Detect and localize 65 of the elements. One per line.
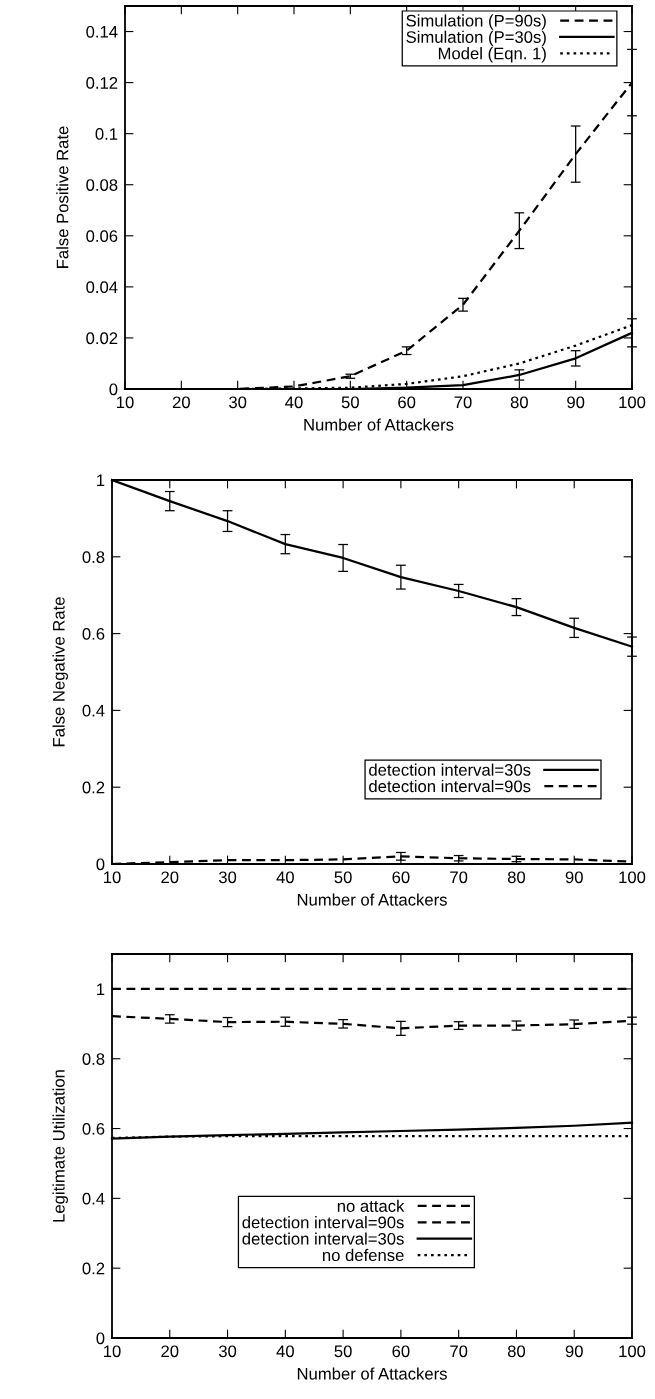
x-tick-label: 100	[619, 1345, 646, 1358]
y-axis-title: Legitimate Utilization	[52, 1070, 68, 1222]
x-axis-title: Number of Attackers	[297, 1367, 447, 1380]
x-tick-label: 40	[276, 1345, 294, 1358]
legend-label: Simulation (P=30s)	[406, 30, 546, 47]
x-tick-label: 60	[392, 1345, 410, 1358]
y-tick-label: 0.04	[86, 281, 118, 294]
y-axis-title: False Positive Rate	[56, 126, 69, 268]
y-tick-label: 0.2	[82, 1262, 105, 1275]
x-tick-label: 100	[619, 871, 646, 884]
x-tick-label: 10	[117, 396, 134, 409]
y-tick-label: 0.8	[82, 1053, 105, 1065]
x-tick-label: 80	[507, 1345, 526, 1358]
y-tick-label: 0.02	[86, 332, 118, 345]
x-tick-label: 30	[218, 1345, 237, 1358]
x-tick-label: 60	[398, 396, 416, 409]
x-tick-label: 30	[229, 396, 247, 409]
x-tick-label: 80	[507, 871, 526, 884]
y-tick-label: 1	[97, 983, 105, 995]
y-tick-label: 0.6	[82, 1122, 105, 1135]
y-tick-label: 1	[97, 474, 105, 487]
y-tick-label: 0.2	[82, 781, 105, 794]
x-tick-label: 70	[450, 871, 468, 884]
x-tick-label: 60	[392, 871, 410, 884]
x-tick-label: 40	[276, 871, 294, 884]
x-tick-label: 80	[510, 396, 528, 409]
y-tick-label: 0.1	[95, 128, 118, 140]
legend-label: detection interval=30s	[369, 763, 531, 776]
legend-label: Simulation (P=90s)	[406, 14, 546, 30]
x-tick-label: 50	[334, 871, 352, 884]
y-axis-title: False Negative Rate	[52, 597, 68, 747]
x-tick-label: 10	[104, 1345, 121, 1358]
y-tick-label: 0	[96, 1332, 105, 1345]
y-tick-label: 0.4	[82, 704, 105, 717]
x-axis-title: Number of Attackers	[297, 893, 447, 906]
legend-label: detection interval=90s	[369, 779, 531, 793]
legend-label: Model (Eqn. 1)	[438, 47, 546, 63]
y-tick-label: 0.8	[82, 551, 105, 563]
y-tick-label: 0.4	[82, 1192, 105, 1205]
y-tick-label: 0.06	[86, 230, 118, 242]
y-tick-label: 0.6	[82, 628, 105, 640]
x-tick-label: 50	[334, 1345, 352, 1358]
x-tick-label: 100	[619, 396, 646, 409]
x-tick-label: 70	[454, 396, 472, 409]
x-tick-label: 20	[172, 396, 190, 409]
y-tick-label: 0	[109, 383, 118, 396]
x-tick-label: 90	[567, 396, 585, 409]
x-tick-label: 90	[565, 871, 583, 884]
y-tick-label: 0.14	[86, 25, 118, 38]
x-axis-title: Number of Attackers	[304, 418, 454, 431]
x-tick-label: 30	[218, 871, 237, 884]
legend-label: detection interval=90s	[242, 1216, 404, 1229]
y-tick-label: 0	[96, 858, 105, 871]
y-tick-label: 0.12	[86, 77, 118, 89]
legend-label: no defense	[323, 1248, 404, 1262]
x-tick-label: 50	[341, 396, 359, 409]
x-tick-label: 20	[161, 1345, 179, 1358]
x-tick-label: 90	[565, 1345, 583, 1358]
x-tick-label: 20	[161, 871, 179, 884]
legend-label: no attack	[337, 1199, 405, 1212]
x-tick-label: 40	[285, 396, 303, 409]
legend-label: detection interval=30s	[242, 1232, 404, 1245]
x-tick-label: 70	[450, 1345, 468, 1358]
x-tick-label: 10	[104, 871, 121, 884]
y-tick-label: 0.08	[86, 179, 118, 191]
